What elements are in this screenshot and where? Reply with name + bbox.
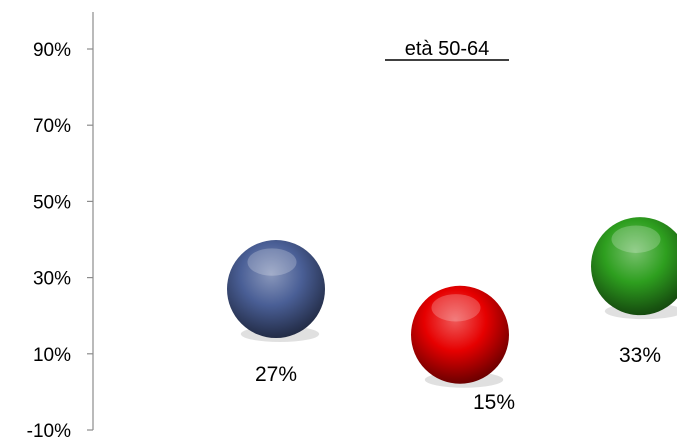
y-tick-label: 90% xyxy=(33,40,71,61)
data-label: 33% xyxy=(619,344,661,367)
data-point xyxy=(227,240,325,339)
data-point-highlight xyxy=(247,248,297,276)
y-tick-label: 70% xyxy=(33,116,71,137)
y-tick-label: 30% xyxy=(33,269,71,290)
data-point xyxy=(591,217,677,316)
data-point xyxy=(411,285,509,384)
y-axis: -10% 10% 30% 50% 70% 90% xyxy=(27,12,94,438)
data-point-highlight xyxy=(431,294,481,322)
data-points xyxy=(227,217,677,388)
y-tick-label: 50% xyxy=(33,192,71,213)
y-tick-label: -10% xyxy=(27,421,71,438)
y-axis-ticks: -10% 10% 30% 50% 70% 90% xyxy=(27,40,93,438)
data-label: 15% xyxy=(473,391,515,414)
y-tick-label: 10% xyxy=(33,345,71,366)
data-point-highlight xyxy=(611,225,661,253)
data-label: 27% xyxy=(255,363,297,386)
chart-title: età 50-64 xyxy=(405,38,490,60)
data-labels: 27% 15% 33% xyxy=(255,344,661,414)
